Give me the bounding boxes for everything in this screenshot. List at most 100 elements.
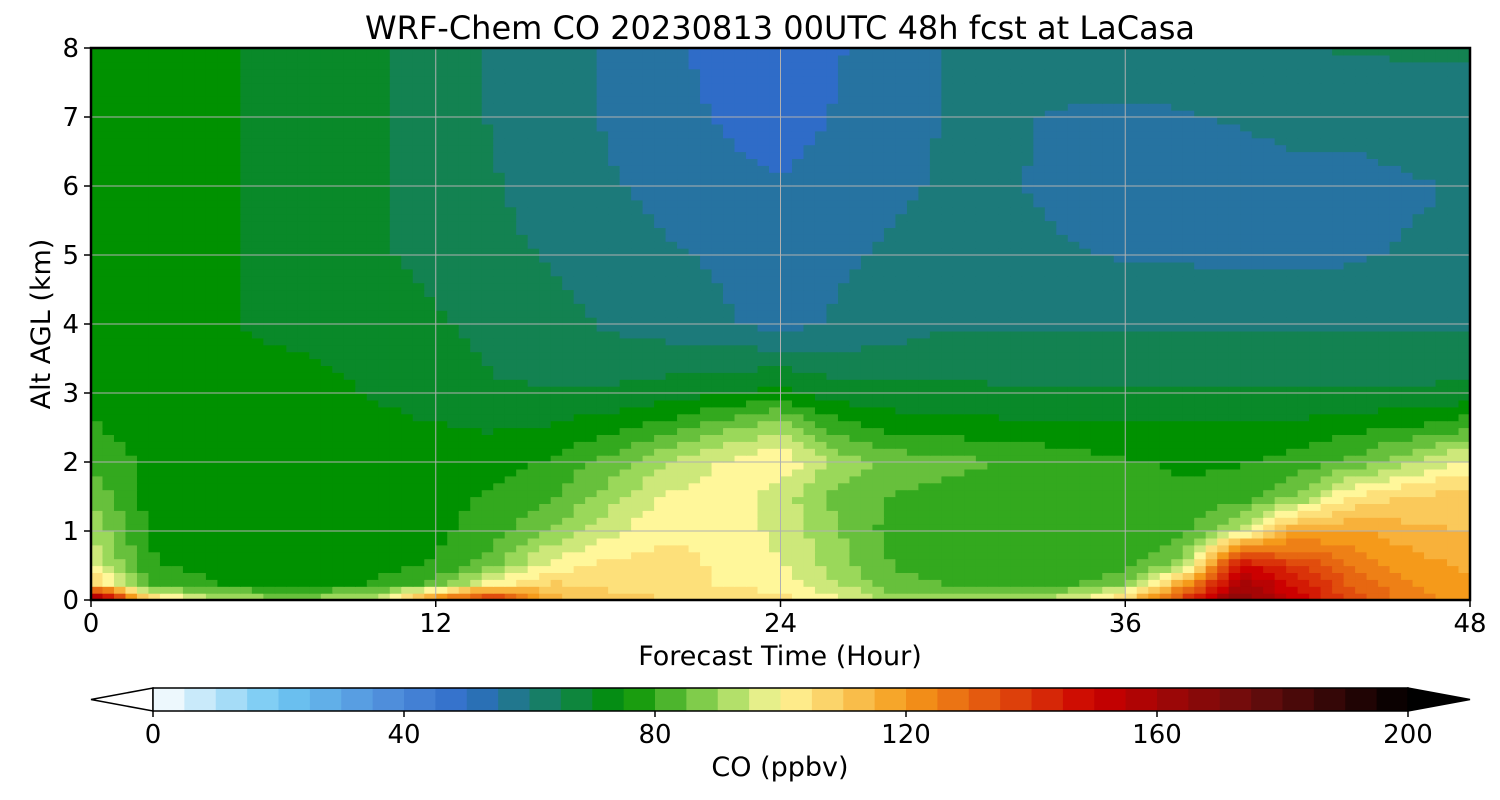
- heatmap-cell: [125, 427, 138, 435]
- heatmap-cell: [1447, 393, 1460, 401]
- heatmap-cell: [148, 593, 161, 600]
- heatmap-cell: [125, 565, 138, 573]
- heatmap-cell: [228, 544, 241, 553]
- heatmap-cell: [952, 365, 965, 373]
- heatmap-cell: [1159, 551, 1172, 560]
- heatmap-cell: [1125, 365, 1138, 373]
- heatmap-cell: [1424, 413, 1437, 422]
- heatmap-cell: [665, 386, 678, 394]
- heatmap-cell: [757, 482, 770, 491]
- heatmap-cell: [1125, 468, 1138, 477]
- heatmap-cell: [941, 496, 954, 504]
- heatmap-cell: [1113, 372, 1126, 380]
- heatmap-cell: [1194, 496, 1207, 504]
- heatmap-cell: [516, 510, 529, 518]
- heatmap-cell: [481, 324, 494, 332]
- heatmap-cell: [860, 434, 874, 442]
- heatmap-cell: [470, 593, 483, 600]
- heatmap-cell: [918, 482, 931, 491]
- heatmap-cell: [1458, 517, 1470, 525]
- heatmap-cell: [1148, 558, 1161, 567]
- heatmap-cell: [274, 468, 287, 477]
- heatmap-cell: [1079, 482, 1092, 491]
- heatmap-cell: [1125, 475, 1138, 484]
- heatmap-cell: [1182, 489, 1195, 498]
- heatmap-cell: [102, 317, 115, 325]
- heatmap-cell: [1343, 524, 1356, 532]
- heatmap-cell: [1309, 406, 1322, 415]
- heatmap-cell: [1297, 496, 1310, 504]
- heatmap-cell: [1320, 420, 1333, 429]
- heatmap-cell: [711, 510, 724, 518]
- heatmap-cell: [332, 434, 345, 442]
- heatmap-cell: [493, 406, 506, 415]
- heatmap-cell: [1205, 420, 1218, 429]
- heatmap-cell: [1056, 537, 1069, 546]
- heatmap-cell: [1148, 365, 1161, 373]
- heatmap-cell: [883, 489, 897, 498]
- heatmap-cell: [102, 579, 115, 587]
- heatmap-cell: [918, 551, 931, 560]
- heatmap-cell: [320, 496, 333, 504]
- heatmap-cell: [159, 517, 173, 525]
- heatmap-cell: [136, 531, 150, 539]
- heatmap-cell: [389, 455, 402, 463]
- heatmap-cell: [642, 524, 655, 532]
- heatmap-cell: [1274, 593, 1287, 600]
- heatmap-cell: [527, 462, 540, 470]
- heatmap-cell: [217, 317, 230, 325]
- heatmap-cell: [125, 531, 138, 539]
- heatmap-cell: [746, 593, 759, 600]
- heatmap-cell: [1424, 475, 1437, 484]
- heatmap-cell: [1389, 503, 1402, 511]
- heatmap-cell: [194, 337, 207, 346]
- heatmap-cell: [757, 565, 770, 573]
- heatmap-cell: [1067, 475, 1080, 484]
- heatmap-cell: [700, 531, 713, 539]
- heatmap-cell: [1309, 489, 1322, 498]
- heatmap-cell: [769, 317, 782, 325]
- heatmap-cell: [585, 475, 598, 484]
- heatmap-cell: [378, 310, 391, 318]
- heatmap-cell: [1401, 468, 1414, 477]
- heatmap-cell: [791, 351, 805, 360]
- heatmap-cell: [113, 344, 127, 353]
- heatmap-cell: [654, 558, 667, 567]
- heatmap-cell: [1458, 351, 1470, 360]
- heatmap-cell: [366, 510, 379, 518]
- heatmap-cell: [918, 462, 931, 470]
- heatmap-cell: [228, 310, 241, 318]
- heatmap-cell: [539, 537, 552, 546]
- heatmap-cell: [447, 482, 460, 491]
- heatmap-cell: [136, 455, 150, 463]
- heatmap-cell: [860, 482, 874, 491]
- heatmap-cell: [1044, 358, 1057, 366]
- heatmap-cell: [837, 496, 851, 504]
- heatmap-cell: [1079, 531, 1092, 539]
- heatmap-cell: [780, 462, 793, 470]
- heatmap-cell: [355, 310, 368, 318]
- heatmap-cell: [1251, 586, 1264, 594]
- heatmap-cell: [504, 503, 517, 511]
- heatmap-cell: [757, 420, 770, 429]
- heatmap-cell: [562, 455, 575, 463]
- heatmap-cell: [596, 565, 609, 573]
- heatmap-cell: [1148, 379, 1161, 387]
- heatmap-cell: [573, 330, 586, 339]
- heatmap-cell: [1458, 586, 1470, 594]
- heatmap-cell: [711, 358, 724, 366]
- heatmap-cell: [1263, 441, 1276, 449]
- heatmap-cell: [343, 579, 356, 587]
- heatmap-cell: [504, 462, 517, 470]
- heatmap-cell: [447, 455, 460, 463]
- heatmap-cell: [343, 489, 356, 498]
- heatmap-cell: [1435, 586, 1448, 594]
- heatmap-cell: [1355, 565, 1368, 573]
- heatmap-cell: [217, 537, 230, 546]
- heatmap-cell: [734, 544, 747, 553]
- heatmap-cell: [550, 434, 563, 442]
- heatmap-cell: [677, 420, 690, 429]
- heatmap-cell: [1435, 517, 1448, 525]
- heatmap-cell: [320, 358, 333, 366]
- heatmap-cell: [1056, 365, 1069, 373]
